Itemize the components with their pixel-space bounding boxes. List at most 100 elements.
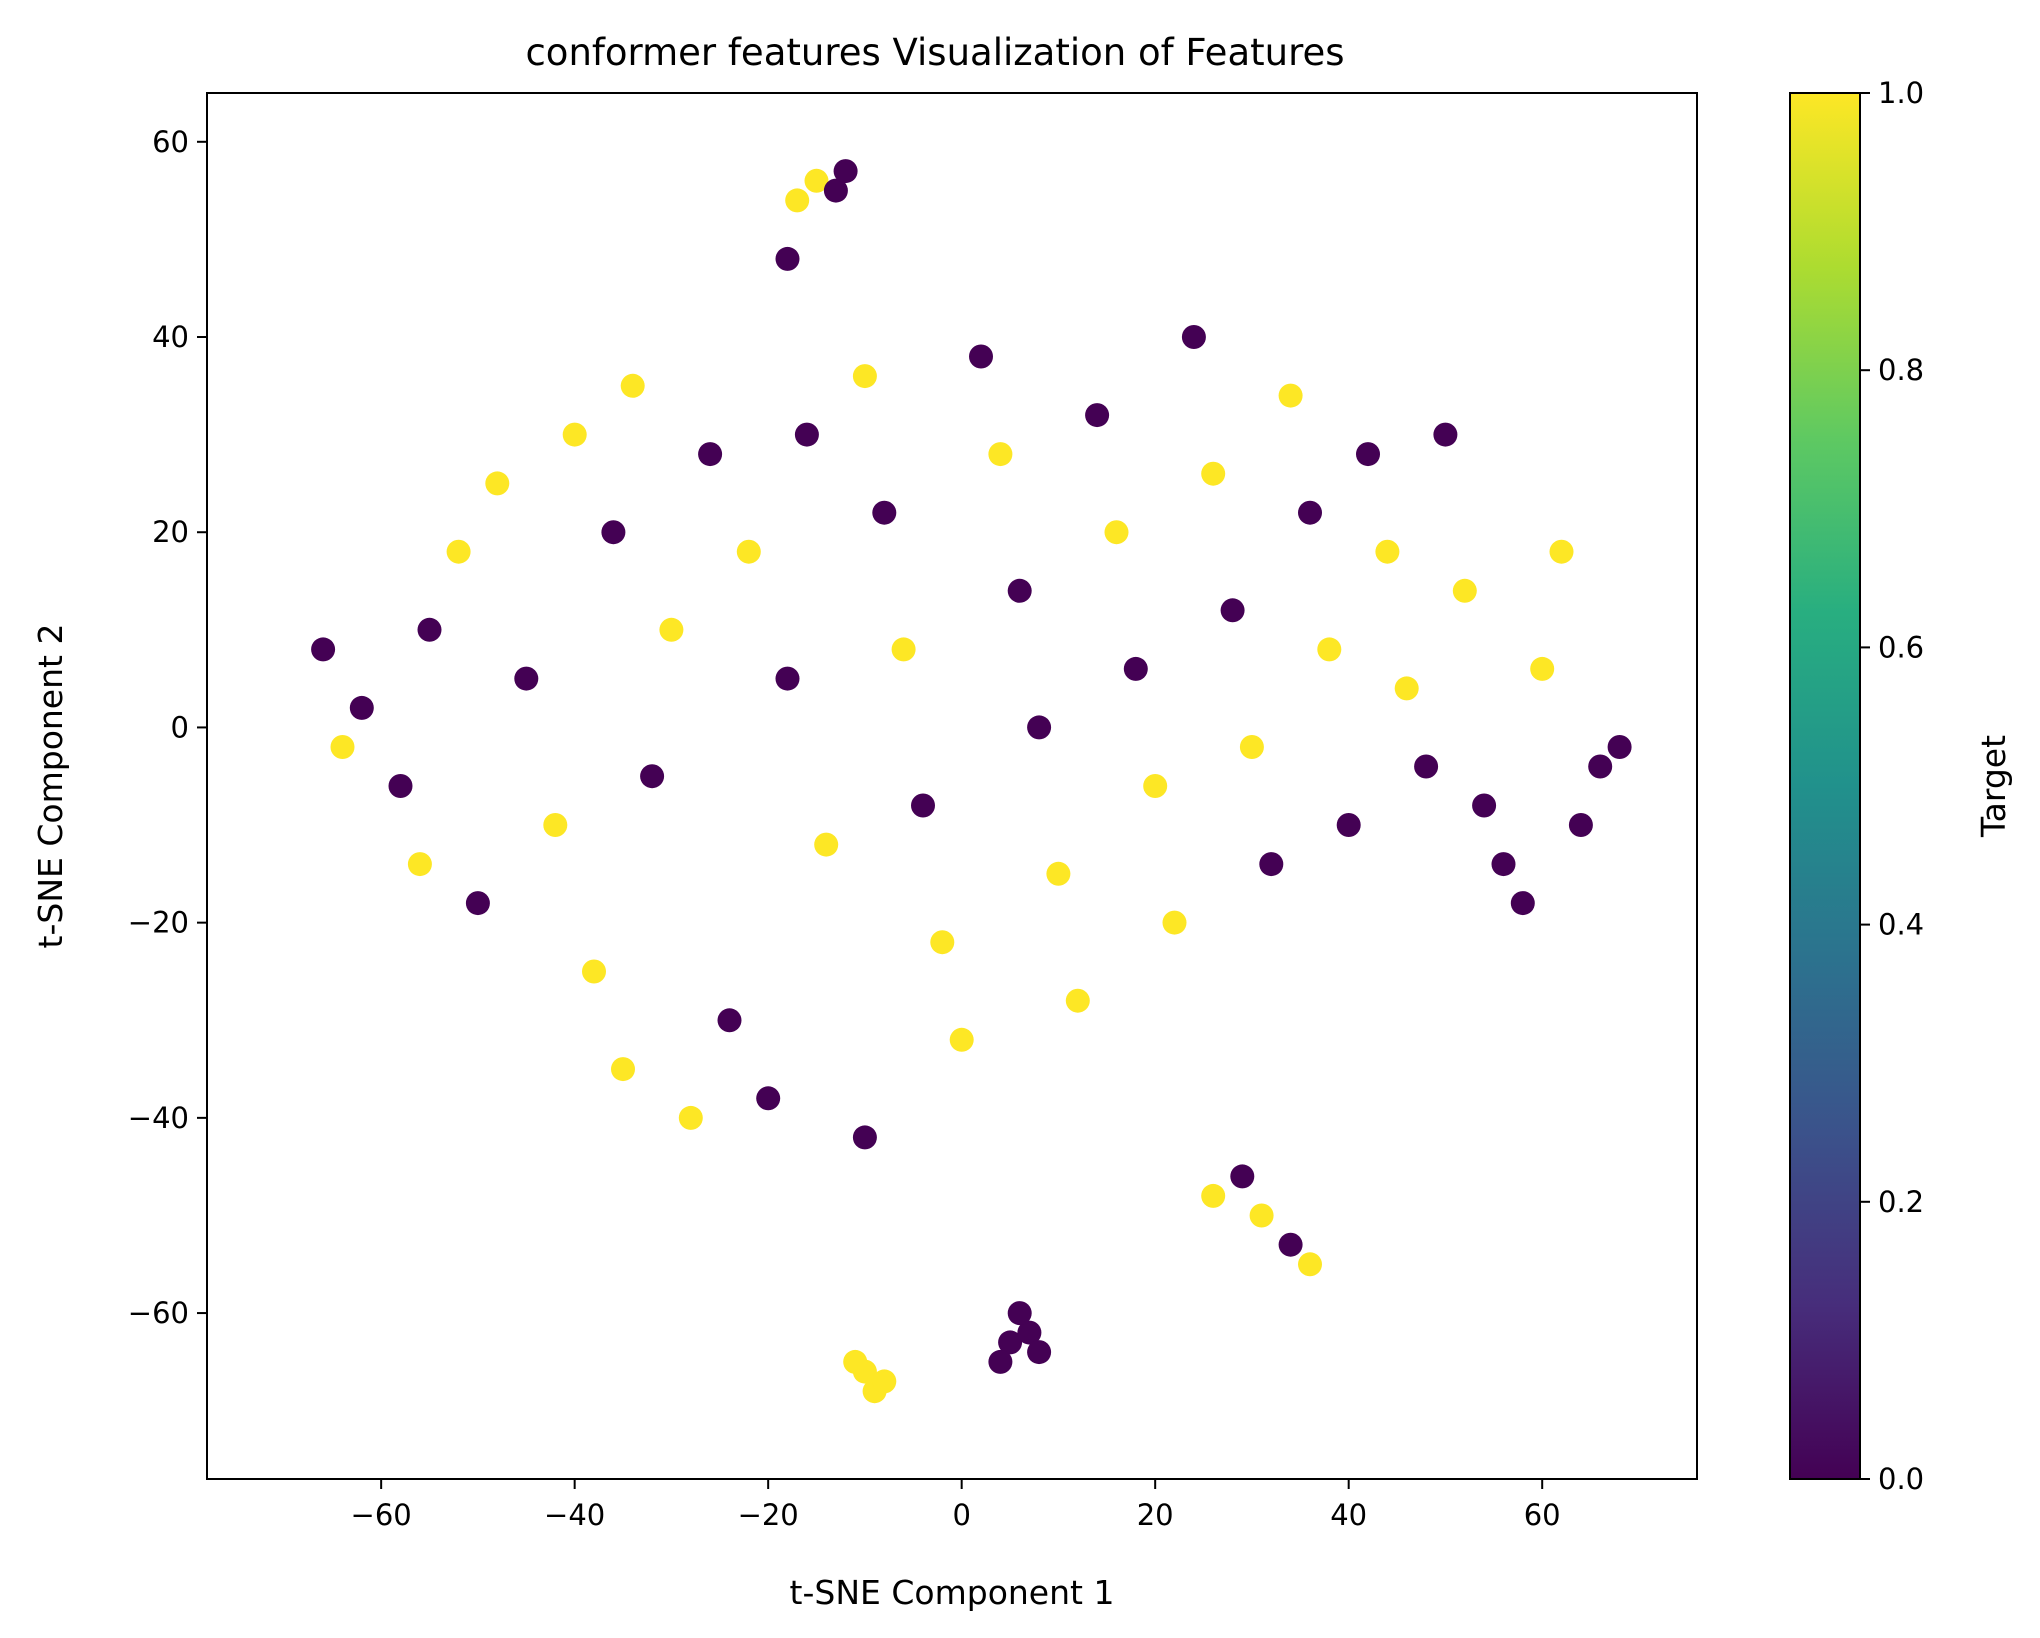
scatter-point — [1017, 1320, 1042, 1345]
x-axis-ticks: −60 −40 −20 0 20 40 60 — [351, 1479, 1561, 1532]
scatter-point — [1549, 539, 1574, 564]
scatter-point — [446, 539, 471, 564]
scatter-point — [1317, 637, 1342, 662]
scatter-point — [775, 666, 800, 691]
scatter-point — [611, 1057, 635, 1082]
scatter-point — [1181, 325, 1206, 349]
scatter-point — [717, 1008, 742, 1033]
x-axis-label: t-SNE Component 1 — [790, 1573, 1115, 1612]
scatter-point — [1530, 656, 1555, 681]
scatter-point — [1027, 715, 1052, 740]
scatter-point — [678, 1105, 703, 1130]
scatter-point — [485, 471, 510, 496]
scatter-point — [601, 520, 626, 545]
scatter-point — [1239, 735, 1264, 759]
scatter-point — [1259, 852, 1284, 877]
scatter-point — [1607, 735, 1632, 759]
scatter-points — [311, 159, 1632, 1404]
scatter-point — [1510, 891, 1535, 916]
scatter-point — [1220, 598, 1245, 623]
scatter-point — [1298, 1252, 1322, 1277]
scatter-point — [1104, 520, 1129, 545]
scatter-point — [659, 617, 684, 642]
y-tick-label: 20 — [152, 515, 189, 549]
colorbar-tick-label: 0.0 — [1878, 1462, 1924, 1496]
scatter-point — [1007, 1301, 1032, 1326]
scatter-point — [1201, 1183, 1226, 1208]
scatter-point — [911, 793, 935, 818]
scatter-point — [949, 1027, 974, 1052]
scatter-point — [311, 637, 336, 662]
scatter-point — [407, 852, 432, 877]
scatter-point — [785, 188, 810, 213]
scatter-point — [775, 246, 800, 271]
scatter-point — [1162, 910, 1187, 935]
colorbar-tick-label: 0.4 — [1878, 908, 1924, 942]
colorbar-tick-label: 0.6 — [1878, 630, 1924, 664]
scatter-point — [804, 168, 829, 193]
scatter-point — [514, 666, 539, 691]
colorbar-tick-label: 0.2 — [1878, 1185, 1924, 1219]
scatter-point — [1143, 774, 1168, 798]
scatter-point — [1065, 988, 1090, 1013]
x-tick-label: 60 — [1524, 1498, 1561, 1532]
scatter-point — [1085, 403, 1110, 428]
scatter-point — [1123, 656, 1148, 681]
scatter-point — [640, 764, 665, 789]
scatter-point — [930, 930, 955, 955]
colorbar-tick-label: 0.8 — [1878, 353, 1924, 387]
x-tick-label: 20 — [1137, 1498, 1174, 1532]
scatter-point — [891, 637, 916, 662]
scatter-point — [852, 364, 877, 389]
scatter-point — [872, 1369, 897, 1394]
scatter-point — [969, 344, 993, 369]
colorbar-tick-label: 1.0 — [1878, 76, 1924, 110]
y-axis-label: t-SNE Component 2 — [31, 624, 70, 949]
scatter-point — [1201, 461, 1226, 486]
scatter-point — [756, 1086, 781, 1111]
scatter-point — [1249, 1203, 1274, 1228]
scatter-point — [872, 500, 897, 525]
scatter-point — [1356, 442, 1380, 467]
scatter-point — [988, 442, 1013, 467]
scatter-point — [1452, 578, 1477, 603]
scatter-point — [988, 1349, 1013, 1374]
y-tick-label: −60 — [128, 1296, 189, 1330]
y-tick-label: 60 — [152, 125, 189, 159]
y-tick-label: 0 — [171, 710, 189, 744]
scatter-point — [852, 1125, 877, 1150]
x-tick-label: 40 — [1330, 1498, 1367, 1532]
scatter-point — [1568, 813, 1593, 837]
scatter-point — [1278, 383, 1303, 408]
scatter-point — [1375, 539, 1400, 564]
y-tick-label: −40 — [128, 1101, 189, 1135]
colorbar-ticks: 0.0 0.2 0.4 0.6 0.8 1.0 — [1860, 76, 1924, 1496]
scatter-point — [794, 422, 819, 447]
x-tick-label: −60 — [351, 1498, 412, 1532]
scatter-point — [330, 735, 355, 759]
scatter-point — [388, 774, 413, 798]
plot-frame — [206, 92, 1698, 1480]
scatter-point — [1027, 1340, 1052, 1365]
scatter-point — [1298, 500, 1322, 525]
scatter-point — [1394, 676, 1419, 701]
scatter-point — [823, 178, 848, 203]
scatter-point — [417, 617, 442, 642]
scatter-point — [843, 1349, 868, 1374]
scatter-point — [1007, 578, 1032, 603]
scatter-point — [1046, 861, 1071, 886]
scatter-point — [349, 695, 374, 720]
x-tick-label: 0 — [952, 1498, 970, 1532]
chart-title: conformer features Visualization of Feat… — [525, 31, 1344, 74]
scatter-point — [1472, 793, 1497, 818]
colorbar — [1789, 92, 1861, 1480]
scatter-point — [543, 813, 568, 837]
scatter-point — [698, 442, 723, 467]
scatter-point — [620, 373, 645, 398]
scatter-point — [833, 159, 858, 184]
scatter-point — [736, 539, 761, 564]
x-tick-label: −40 — [544, 1498, 605, 1532]
scatter-point — [1230, 1164, 1255, 1189]
colorbar-label: Target — [1974, 735, 2013, 838]
y-tick-label: 40 — [152, 320, 189, 354]
